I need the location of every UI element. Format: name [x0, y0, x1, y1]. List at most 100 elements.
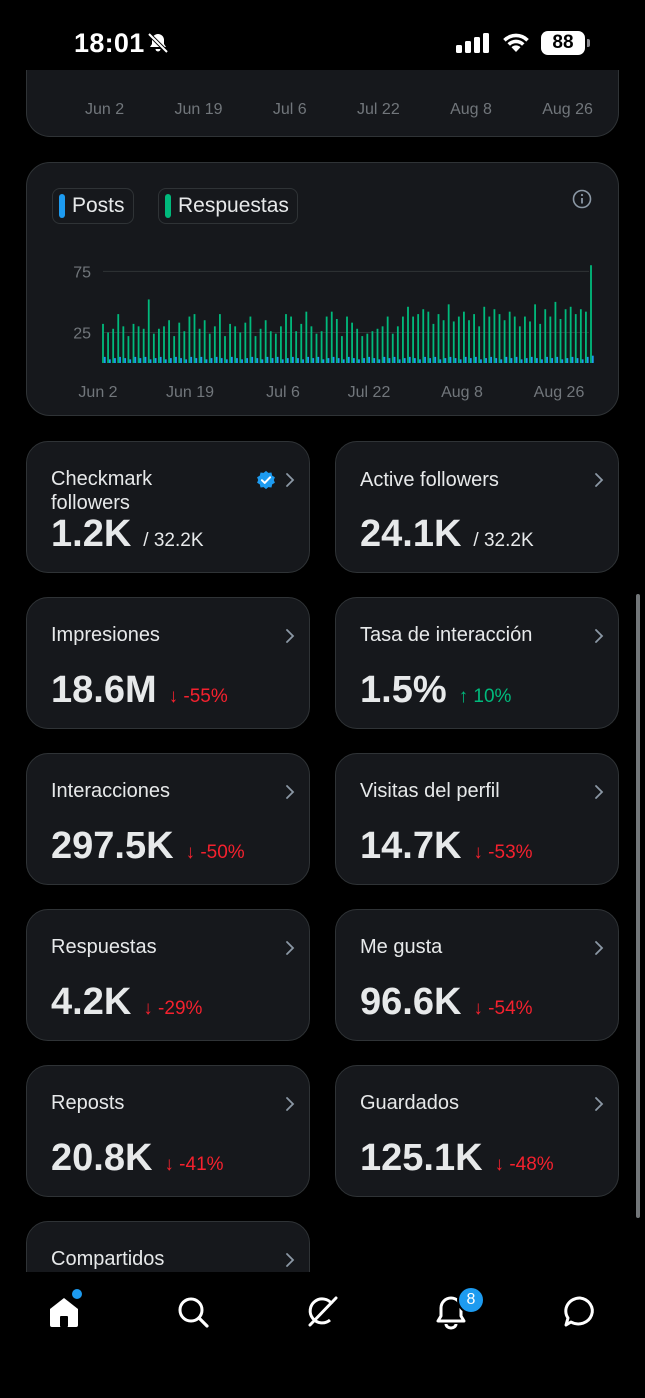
stat-change: ↓ -55%	[168, 686, 228, 707]
legend-posts[interactable]: Posts	[52, 188, 134, 224]
posts-bar	[159, 356, 162, 363]
replies-bar	[590, 265, 592, 363]
replies-bar	[300, 323, 303, 363]
x-tick: Aug 8	[441, 384, 483, 401]
replies-bar	[539, 323, 542, 363]
posts-bar	[297, 358, 299, 363]
replies-bar	[468, 320, 470, 363]
posts-bar	[490, 356, 493, 363]
scrollbar[interactable]	[636, 594, 640, 1218]
home-icon	[50, 1298, 78, 1327]
posts-bar	[286, 358, 289, 363]
stat-card-reposts[interactable]: Reposts 20.8K ↓ -41%	[26, 1065, 310, 1197]
replies-bar	[574, 314, 577, 363]
stat-value-row: 24.1K / 32.2K	[360, 512, 534, 563]
posts-bar	[271, 358, 274, 363]
stat-card-replies[interactable]: Respuestas 4.2K ↓ -29%	[26, 909, 310, 1041]
stat-card-bookmarks[interactable]: Guardados 125.1K ↓ -48%	[335, 1065, 619, 1197]
posts-bar	[195, 358, 198, 363]
replies-bar	[310, 326, 313, 363]
stat-value: 24.1K	[360, 513, 462, 555]
stat-value-row: 18.6M ↓ -55%	[51, 668, 228, 719]
tab-search[interactable]	[173, 1292, 213, 1332]
stat-card-impressions[interactable]: Impresiones 18.6M ↓ -55%	[26, 597, 310, 729]
stat-value: 125.1K	[360, 1137, 483, 1179]
cellular-signal-icon	[456, 33, 489, 53]
replies-bar	[381, 326, 384, 363]
chevron-right-icon	[286, 941, 295, 955]
replies-bar	[564, 309, 567, 363]
posts-bar	[347, 356, 350, 363]
posts-bar	[342, 359, 345, 363]
stat-card-likes[interactable]: Me gusta 96.6K ↓ -54%	[335, 909, 619, 1041]
x-tick: Aug 26	[542, 101, 593, 118]
stat-card-profile-visits[interactable]: Visitas del perfil 14.7K ↓ -53%	[335, 753, 619, 885]
stat-value: 4.2K	[51, 981, 132, 1023]
wifi-icon	[503, 33, 529, 52]
legend-posts-label: Posts	[72, 194, 125, 217]
x-tick: Jul 6	[272, 101, 307, 118]
replies-bar	[341, 336, 343, 363]
stat-card-active-followers[interactable]: Active followers 24.1K / 32.2K	[335, 441, 619, 573]
replies-bar	[371, 331, 374, 363]
stat-change: ↓ -41%	[164, 1154, 224, 1175]
stat-change: ↑ 10%	[458, 686, 512, 707]
tab-bar: 8	[0, 1272, 645, 1398]
posts-bar	[327, 358, 330, 363]
posts-bar	[510, 358, 513, 363]
replies-bar	[518, 326, 521, 363]
tab-grok[interactable]	[302, 1292, 342, 1332]
replies-bar	[534, 304, 536, 363]
replies-bar	[168, 320, 170, 363]
posts-bar	[291, 356, 294, 363]
replies-bar	[569, 306, 572, 363]
stat-card-checkmark-followers[interactable]: Checkmark followers 1.2K / 32.2K	[26, 441, 310, 573]
replies-bar	[559, 319, 562, 363]
tab-messages[interactable]	[560, 1292, 600, 1332]
posts-bar	[129, 359, 132, 363]
replies-bar	[579, 309, 582, 363]
replies-bar	[173, 336, 176, 363]
info-icon[interactable]	[572, 189, 592, 209]
stat-value: 14.7K	[360, 825, 462, 867]
posts-replies-chart-card: Posts Respuestas 75 25 Jun 2 Jun 19 Jul 6 Jul…	[26, 162, 619, 416]
posts-bar	[139, 358, 142, 363]
legend-replies[interactable]: Respuestas	[158, 188, 298, 224]
posts-bar	[256, 358, 259, 363]
replies-bar	[274, 333, 277, 363]
battery-icon: 88	[541, 31, 590, 55]
notifications-badge: 8	[457, 1286, 485, 1314]
stat-value-row: 1.2K / 32.2K	[51, 512, 204, 563]
replies-bar	[305, 311, 308, 363]
replies-bar	[376, 328, 379, 363]
x-tick: Aug 8	[450, 101, 492, 118]
replies-bar	[188, 316, 191, 363]
posts-bar	[378, 359, 381, 363]
posts-swatch	[59, 194, 65, 218]
posts-bar	[358, 359, 360, 363]
chevron-right-icon	[595, 629, 604, 643]
replies-bar	[249, 316, 252, 363]
replies-bar	[234, 326, 237, 363]
replies-bar	[503, 320, 506, 363]
chevron-right-icon	[595, 785, 604, 799]
stat-value-row: 96.6K ↓ -54%	[360, 980, 533, 1031]
chevron-right-icon	[286, 1253, 295, 1267]
posts-bar	[363, 358, 365, 363]
replies-bar	[422, 309, 425, 363]
posts-bar	[429, 358, 432, 363]
replies-bar	[142, 328, 145, 363]
posts-bar	[591, 355, 594, 363]
tab-home[interactable]	[44, 1292, 84, 1332]
y-tick: 75	[73, 264, 91, 281]
replies-bar	[508, 311, 511, 363]
replies-bar	[473, 314, 475, 363]
replies-bar	[488, 316, 491, 363]
search-icon	[178, 1297, 209, 1328]
replies-bar	[315, 333, 318, 363]
stat-card-engagement-rate[interactable]: Tasa de interacción 1.5% ↑ 10%	[335, 597, 619, 729]
stat-card-engagements[interactable]: Interacciones 297.5K ↓ -50%	[26, 753, 310, 885]
posts-bar	[205, 359, 208, 363]
stat-value: 96.6K	[360, 981, 462, 1023]
posts-bar	[581, 359, 584, 363]
